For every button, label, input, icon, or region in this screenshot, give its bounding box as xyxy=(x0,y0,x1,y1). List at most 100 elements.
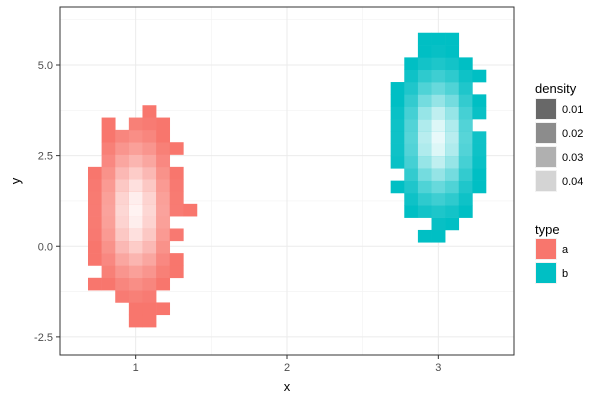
tile-fill xyxy=(142,166,157,180)
x-axis: 1 2 3 xyxy=(133,355,441,374)
tile-density-overlay xyxy=(445,82,460,95)
tile-density-overlay xyxy=(458,168,473,181)
tile-density-overlay xyxy=(404,82,419,95)
tile-fill xyxy=(115,142,130,155)
tile-density-overlay xyxy=(445,119,460,132)
density-legend-key-bg xyxy=(535,122,557,144)
heatmap-tile xyxy=(142,117,157,131)
tile-density-overlay xyxy=(458,192,473,206)
tile-density-overlay xyxy=(128,117,143,131)
heatmap-tile xyxy=(431,143,446,157)
tile-fill xyxy=(404,168,419,181)
heatmap-tile xyxy=(115,253,130,266)
density-legend-label: 0.04 xyxy=(562,176,583,188)
heatmap-tile xyxy=(417,180,432,194)
heatmap-tile xyxy=(183,203,198,217)
heatmap-tile xyxy=(142,142,157,155)
tile-fill xyxy=(458,57,473,71)
heatmap-tile xyxy=(417,45,432,58)
tile-fill xyxy=(417,69,432,83)
tile-density-overlay xyxy=(156,203,171,217)
tile-fill xyxy=(142,117,157,131)
tile-fill xyxy=(458,180,473,194)
heatmap-tile xyxy=(431,205,446,218)
heatmap-tile xyxy=(472,143,487,157)
heatmap-tile xyxy=(142,290,157,303)
tile-fill xyxy=(115,166,130,180)
tile-density-overlay xyxy=(472,131,487,144)
heatmap-tile xyxy=(431,180,446,194)
tile-fill xyxy=(142,290,157,303)
tile-density-overlay xyxy=(170,179,184,192)
tile-fill xyxy=(169,203,184,217)
heatmap-tile xyxy=(404,143,419,157)
heatmap-tile xyxy=(417,69,432,83)
tile-density-overlay xyxy=(115,253,130,266)
heatmap-tile xyxy=(390,155,405,169)
heatmap-tile xyxy=(472,155,487,169)
tile-density-overlay xyxy=(156,265,171,279)
tile-density-overlay xyxy=(128,154,143,168)
tile-density-overlay xyxy=(115,216,130,229)
tile-fill xyxy=(390,131,405,144)
tile-fill xyxy=(101,228,116,242)
heatmap-tile xyxy=(115,240,130,254)
heatmap-tile xyxy=(87,203,102,217)
heatmap-tile xyxy=(101,129,116,143)
heatmap-tile xyxy=(115,290,130,303)
density-legend-item: 0.03 xyxy=(535,146,583,168)
tile-fill xyxy=(431,32,446,46)
tile-fill xyxy=(417,94,432,107)
heatmap-tile xyxy=(169,191,184,205)
tile-fill xyxy=(472,69,487,83)
tile-fill xyxy=(156,191,171,205)
heatmap-tile xyxy=(417,229,432,243)
y-axis-title: y xyxy=(8,177,23,184)
tile-fill xyxy=(458,82,473,95)
tile-fill xyxy=(458,94,473,107)
tile-density-overlay xyxy=(142,166,157,180)
tile-fill xyxy=(445,69,460,83)
tile-density-overlay xyxy=(445,143,460,157)
heatmap-tile xyxy=(156,228,171,242)
tile-density-overlay xyxy=(431,192,446,206)
heatmap-tile xyxy=(128,277,143,291)
heatmap-tile xyxy=(101,203,116,217)
tile-density-overlay xyxy=(87,191,102,205)
tile-density-overlay xyxy=(458,94,473,107)
tile-density-overlay xyxy=(128,228,143,242)
tile-fill xyxy=(101,142,116,155)
tile-fill xyxy=(445,205,460,218)
tile-fill xyxy=(87,216,102,229)
tile-fill xyxy=(472,143,487,157)
tile-density-overlay xyxy=(88,228,102,241)
tile-fill xyxy=(472,94,487,107)
tile-fill xyxy=(404,69,419,83)
heatmap-tile xyxy=(445,119,460,132)
tile-density-overlay xyxy=(169,203,184,217)
tile-fill xyxy=(115,129,130,143)
heatmap-tile xyxy=(142,105,157,118)
tile-fill xyxy=(417,82,432,95)
tile-density-overlay xyxy=(417,106,432,120)
heatmap-tile xyxy=(445,143,460,157)
tile-fill xyxy=(115,240,130,254)
tile-density-overlay xyxy=(472,107,486,120)
heatmap-tile xyxy=(142,228,157,242)
tile-density-overlay xyxy=(404,131,419,144)
tile-fill xyxy=(390,82,405,95)
tile-density-overlay xyxy=(432,45,446,58)
tile-density-overlay xyxy=(115,191,130,205)
heatmap-tile xyxy=(445,57,460,71)
tile-fill xyxy=(404,155,419,169)
tile-density-overlay xyxy=(458,119,473,132)
y-tick-label: 2.5 xyxy=(38,151,53,163)
heatmap-tile xyxy=(142,179,157,192)
tile-density-overlay xyxy=(115,203,130,217)
tile-fill xyxy=(128,265,143,279)
heatmap-tile xyxy=(458,94,473,107)
tile-density-overlay xyxy=(417,82,432,95)
tile-fill xyxy=(404,57,419,71)
heatmap-tile xyxy=(128,253,143,266)
tile-density-overlay xyxy=(404,106,419,120)
